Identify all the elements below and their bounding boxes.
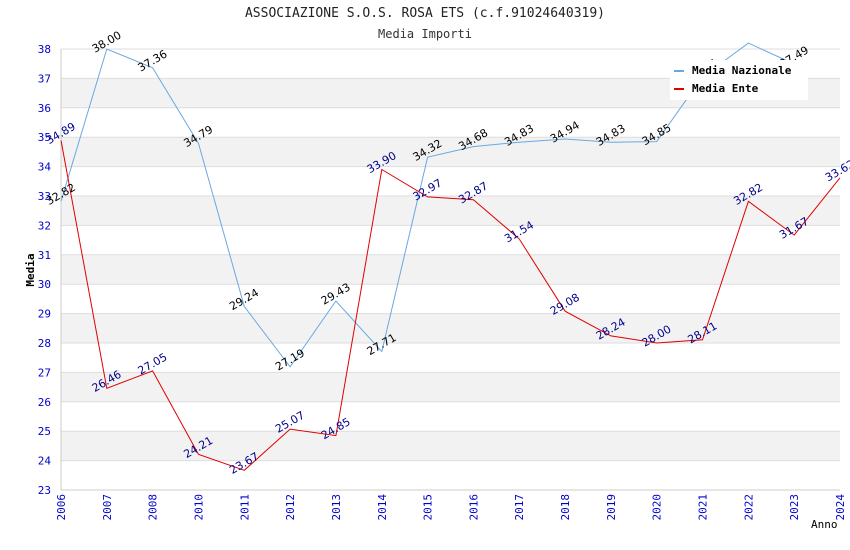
legend-label-nazionale: Media Nazionale [692, 64, 792, 77]
x-tick-label: 2022 [742, 494, 755, 521]
x-tick-label: 2006 [55, 494, 68, 521]
chart-title: ASSOCIAZIONE S.O.S. ROSA ETS (c.f.910246… [244, 6, 606, 21]
legend-label-ente: Media Ente [692, 82, 759, 95]
x-tick-label: 2017 [513, 494, 526, 521]
grid-band [61, 313, 840, 343]
x-tick-label: 2011 [238, 494, 251, 521]
series-line-media-ente [60, 140, 841, 471]
y-tick-label: 33 [38, 190, 51, 203]
legend-swatch-nazionale [674, 70, 684, 72]
y-tick-label: 37 [38, 72, 51, 85]
x-tick-label: 2024 [834, 494, 847, 521]
grid-band [61, 196, 840, 226]
series-lines [60, 42, 841, 471]
y-tick-label: 38 [38, 43, 51, 56]
y-tick-label: 25 [38, 425, 51, 438]
data-label: 29.24 [227, 286, 261, 313]
grid-band [61, 372, 840, 402]
x-tick-label: 2016 [467, 494, 480, 521]
legend-entry-media-ente: Media Ente [674, 82, 758, 98]
x-axis: 2006 2007 2008 2010 2011 2012 2013 2014 2015 2016… [55, 489, 847, 521]
y-axis: 23 24 25 26 27 28 29 30 31 32 33 34 35 36 37 38 [38, 43, 62, 497]
x-tick-label: 2010 [192, 494, 205, 521]
x-tick-label: 2018 [559, 494, 572, 521]
y-tick-label: 24 [38, 455, 52, 468]
y-tick-label: 26 [38, 396, 51, 409]
y-tick-label: 30 [38, 278, 51, 291]
x-tick-label: 2019 [605, 494, 618, 521]
y-tick-label: 29 [38, 308, 51, 321]
x-tick-label: 2021 [697, 494, 710, 521]
y-tick-label: 32 [38, 219, 51, 232]
x-axis-label: Anno [811, 518, 838, 531]
y-tick-label: 34 [38, 161, 52, 174]
series-line-media-nazionale [60, 42, 795, 368]
y-tick-label: 36 [38, 102, 51, 115]
x-tick-label: 2023 [788, 494, 801, 521]
x-tick-label: 2012 [284, 494, 297, 521]
x-tick-label: 2007 [101, 494, 114, 521]
y-tick-label: 28 [38, 337, 51, 350]
x-tick-label: 2020 [651, 494, 664, 521]
grid-bands [61, 48, 840, 491]
x-tick-label: 2008 [147, 494, 160, 521]
legend-swatch-ente [674, 88, 684, 90]
data-label: 37.36 [136, 47, 170, 74]
chart-subtitle: Media Importi [378, 27, 472, 41]
legend-entry-media-nazionale: Media Nazionale [674, 64, 791, 80]
y-tick-label: 35 [38, 131, 51, 144]
grid-band [61, 431, 840, 461]
legend: Media Nazionale Media Ente [670, 60, 808, 100]
y-tick-label: 27 [38, 366, 51, 379]
x-tick-label: 2014 [376, 494, 389, 521]
y-tick-label: 23 [38, 484, 51, 497]
grid-band [61, 254, 840, 285]
x-tick-label: 2015 [422, 494, 435, 521]
y-axis-label: Media [24, 253, 37, 286]
y-tick-label: 31 [38, 249, 51, 262]
x-tick-label: 2013 [330, 494, 343, 521]
